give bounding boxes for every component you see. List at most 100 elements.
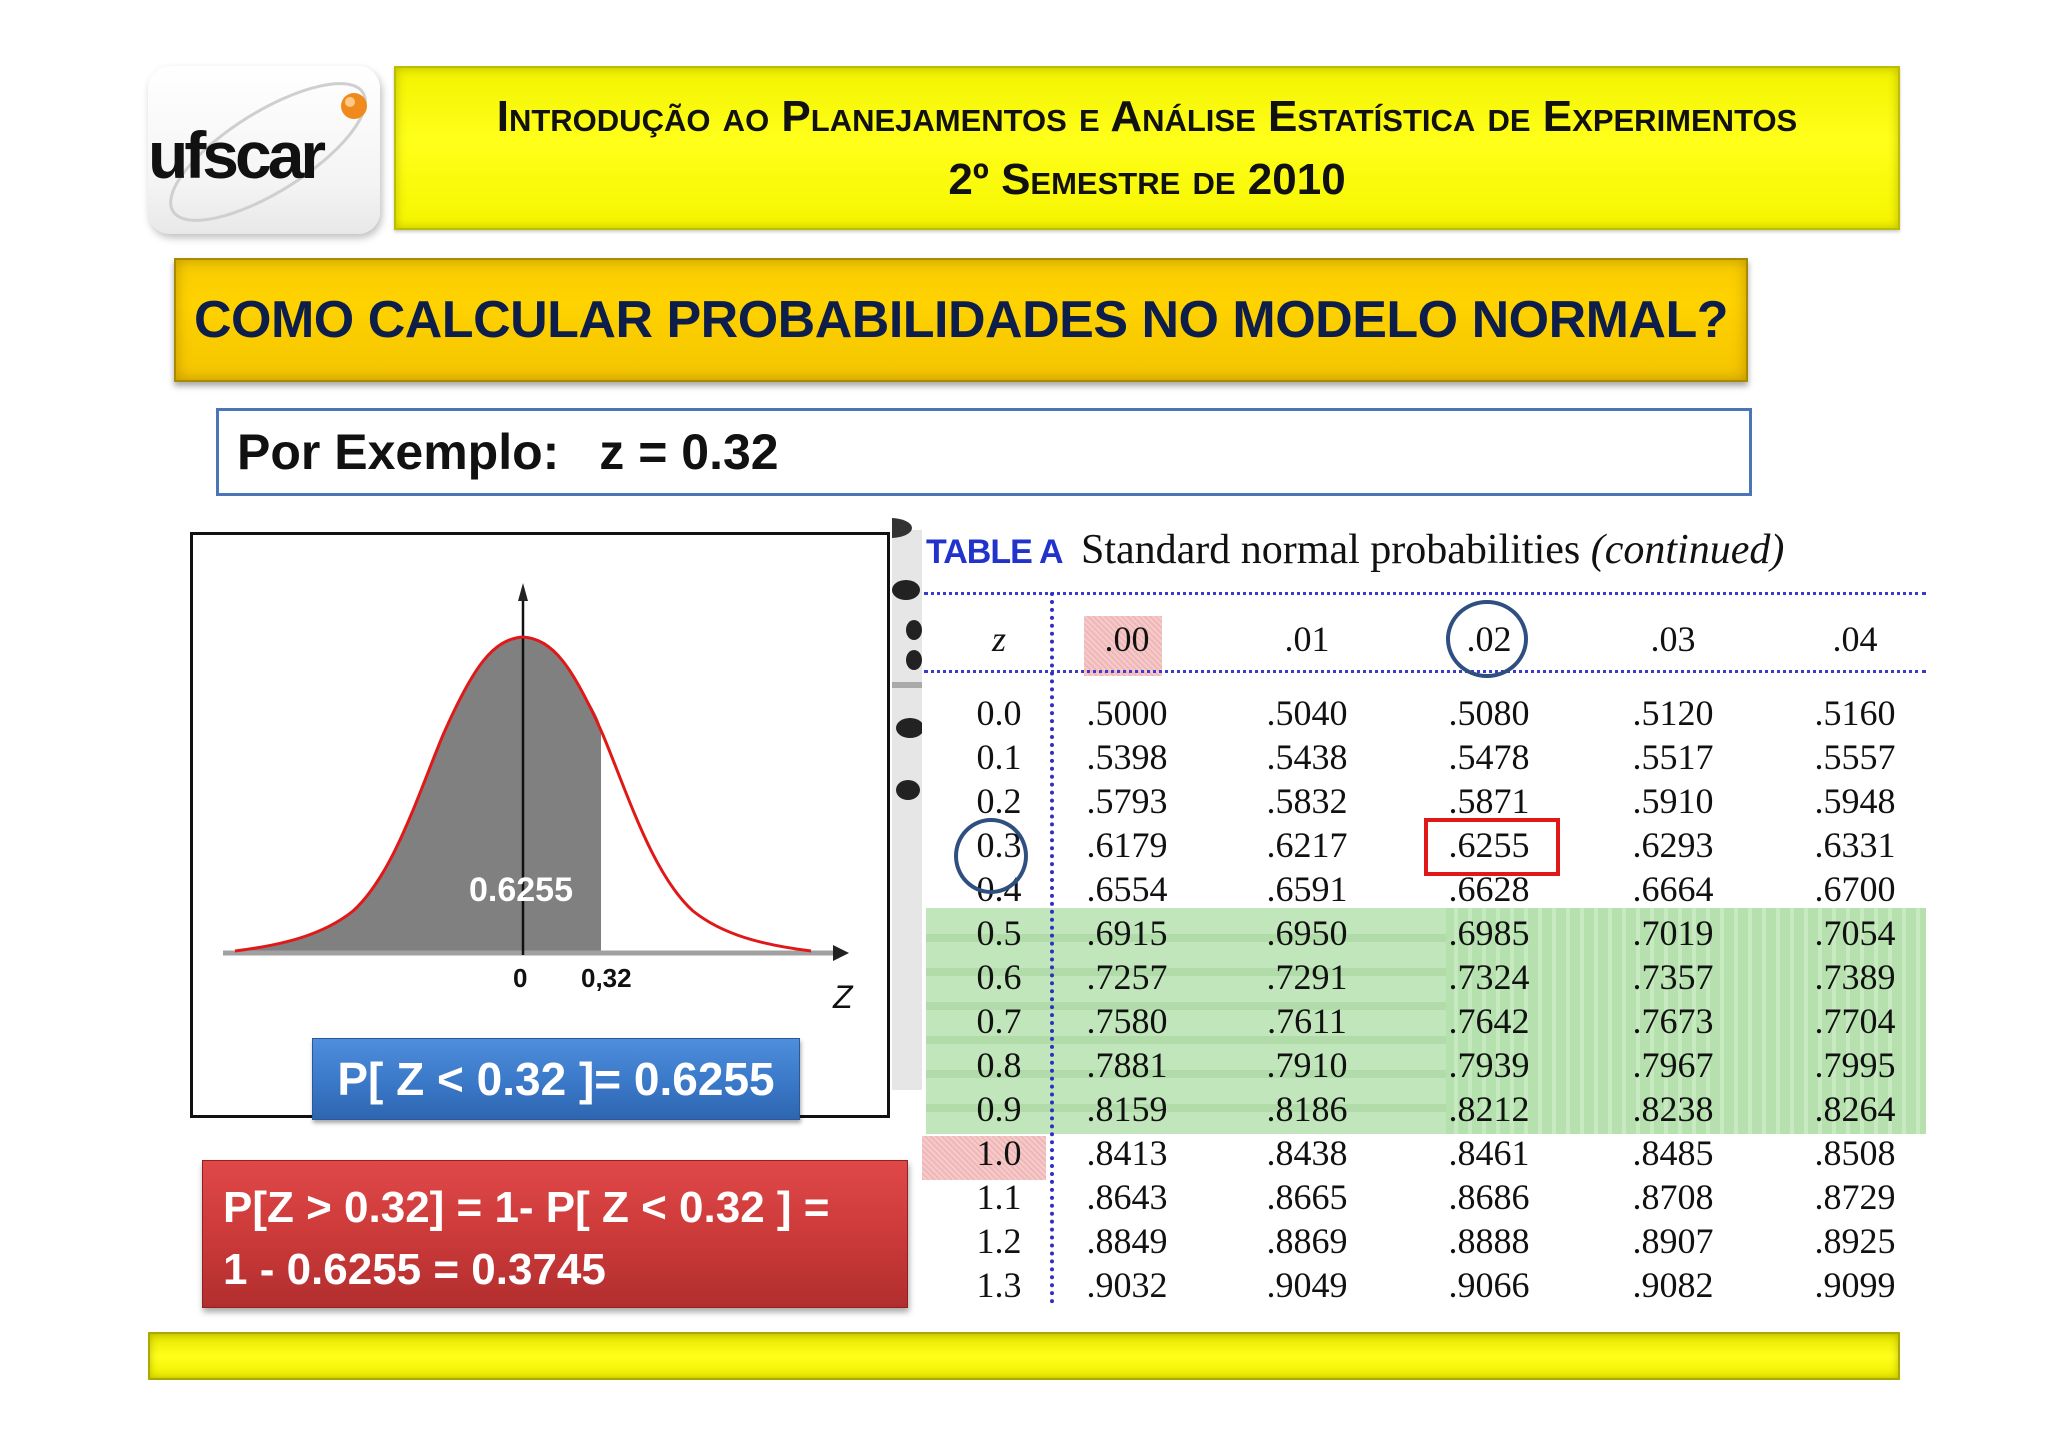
course-title: Introdução ao Planejamentos e Análise Es…	[496, 92, 1798, 141]
column-header-z: z	[991, 619, 1006, 659]
table-cell: .5438	[1266, 737, 1348, 777]
table-cell: .6179	[1086, 825, 1168, 865]
table-cell: .7019	[1632, 913, 1714, 953]
table-cell: .8925	[1814, 1221, 1896, 1261]
pink-row-highlight	[922, 1136, 1046, 1180]
table-cell-highlighted: .6255	[1448, 825, 1530, 865]
row-z: 0.6	[976, 957, 1022, 997]
table-cell: .8869	[1266, 1221, 1348, 1261]
row-z: 0.1	[976, 737, 1022, 777]
table-row: 0.8 .7881 .7910 .7939 .7967 .7995	[922, 1044, 1932, 1088]
table-cell: .9099	[1814, 1265, 1896, 1305]
table-cell: .7881	[1086, 1045, 1168, 1085]
probability-less-than-text: P[ Z < 0.32 ]= 0.6255	[337, 1053, 775, 1105]
table-cell: .8438	[1266, 1133, 1348, 1173]
table-cell: .7257	[1086, 957, 1168, 997]
table-cell: .7389	[1814, 957, 1896, 997]
table-caption: Standard normal probabilities (continued…	[1081, 527, 1785, 573]
table-cell: .5793	[1086, 781, 1168, 821]
probability-less-than-box: P[ Z < 0.32 ]= 0.6255	[312, 1038, 800, 1120]
table-cell: .5871	[1448, 781, 1530, 821]
table-cell: .8186	[1266, 1089, 1348, 1129]
table-cell: .8508	[1814, 1133, 1896, 1173]
table-title: TABLE A Standard normal probabilities (c…	[926, 526, 1784, 574]
row-z: 1.3	[976, 1265, 1022, 1305]
table-cell: .8159	[1086, 1089, 1168, 1129]
probability-greater-than-box: P[Z > 0.32] = 1- P[ Z < 0.32 ] = 1 - 0.6…	[202, 1160, 908, 1308]
table-header-rule	[924, 670, 1926, 673]
table-caption-suffix: (continued)	[1590, 527, 1785, 573]
table-cell: .6950	[1266, 913, 1348, 953]
table-row: 0.2 .5793 .5832 .5871 .5910 .5948	[922, 780, 1932, 824]
probability-greater-than-line2: 1 - 0.6255 = 0.3745	[223, 1245, 606, 1294]
table-cell: .7580	[1086, 1001, 1168, 1041]
table-cell: .7673	[1632, 1001, 1714, 1041]
ufscar-logo: ufscar	[148, 66, 380, 234]
svg-text:ufscar: ufscar	[148, 118, 325, 192]
table-cell: .7704	[1814, 1001, 1896, 1041]
table-cell: .5948	[1814, 781, 1896, 821]
table-tag: TABLE A	[926, 533, 1064, 571]
table-cell: .7611	[1267, 1001, 1347, 1041]
row-03-circle-annotation	[954, 818, 1028, 894]
tick-label-z: 0,32	[581, 963, 632, 993]
table-cell: .7967	[1632, 1045, 1714, 1085]
table-cell: .6331	[1814, 825, 1896, 865]
table-row: 0.1 .5398 .5438 .5478 .5517 .5557	[922, 736, 1932, 780]
table-cell: .6915	[1086, 913, 1168, 953]
table-row: 1.3 .9032 .9049 .9066 .9082 .9099	[922, 1264, 1932, 1308]
pink-header-highlight	[1084, 616, 1162, 676]
table-z-column-rule	[1050, 592, 1054, 1304]
table-cell: .8238	[1632, 1089, 1714, 1129]
footer-band	[148, 1332, 1900, 1380]
table-cell: .7642	[1448, 1001, 1530, 1041]
table-cell: .8212	[1448, 1089, 1530, 1129]
green-highlight-band	[926, 908, 1926, 1134]
column-header: .03	[1650, 619, 1696, 659]
column-header: .00	[1104, 619, 1150, 659]
table-cell: .5478	[1448, 737, 1530, 777]
row-z: 0.7	[976, 1001, 1022, 1041]
table-cell: .7324	[1448, 957, 1530, 997]
table-cell: .7291	[1266, 957, 1348, 997]
table-cell: .8888	[1448, 1221, 1530, 1261]
table-cell: .5120	[1632, 693, 1714, 733]
table-cell: .8461	[1448, 1133, 1530, 1173]
row-z: 0.0	[976, 693, 1022, 733]
row-z: 1.1	[976, 1177, 1022, 1217]
course-header: Introdução ao Planejamentos e Análise Es…	[394, 66, 1900, 230]
table-row: 0.0 .5000 .5040 .5080 .5120 .5160	[922, 692, 1932, 736]
normal-curve-figure: 0.6255 0 0,32 Z	[190, 532, 890, 1118]
table-cell: .5517	[1632, 737, 1714, 777]
table-cell: .8413	[1086, 1133, 1168, 1173]
table-cell: .5910	[1632, 781, 1714, 821]
dice-background-decoration	[892, 518, 922, 1090]
table-cell: .8643	[1086, 1177, 1168, 1217]
table-row: 0.6 .7257 .7291 .7324 .7357 .7389	[922, 956, 1932, 1000]
row-z: 0.9	[976, 1089, 1022, 1129]
table-cell: .7939	[1448, 1045, 1530, 1085]
row-z: 0.8	[976, 1045, 1022, 1085]
slide-title-band: COMO CALCULAR PROBABILIDADES NO MODELO N…	[174, 258, 1748, 382]
table-row: 0.5 .6915 .6950 .6985 .7019 .7054	[922, 912, 1932, 956]
table-cell: .6700	[1814, 869, 1896, 909]
table-row: 1.1 .8643 .8665 .8686 .8708 .8729	[922, 1176, 1932, 1220]
table-cell: .6217	[1266, 825, 1348, 865]
column-02-circle-annotation	[1446, 600, 1528, 678]
table-cell: .7995	[1814, 1045, 1896, 1085]
axis-label-z: Z	[833, 979, 853, 1015]
shaded-area-label: 0.6255	[469, 871, 573, 909]
table-cell: .6554	[1086, 869, 1168, 909]
table-cell: .5832	[1266, 781, 1348, 821]
table-cell: .8708	[1632, 1177, 1714, 1217]
tick-label-zero: 0	[513, 963, 528, 993]
ufscar-logo-icon: ufscar	[148, 82, 367, 222]
table-cell: .6664	[1632, 869, 1714, 909]
table-cell: .6985	[1448, 913, 1530, 953]
table-cell: .8485	[1632, 1133, 1714, 1173]
table-cell: .7357	[1632, 957, 1714, 997]
table-cell: .9082	[1632, 1265, 1714, 1305]
table-cell: .8686	[1448, 1177, 1530, 1217]
table-row: 0.9 .8159 .8186 .8212 .8238 .8264	[922, 1088, 1932, 1132]
table-cell: .8729	[1814, 1177, 1896, 1217]
